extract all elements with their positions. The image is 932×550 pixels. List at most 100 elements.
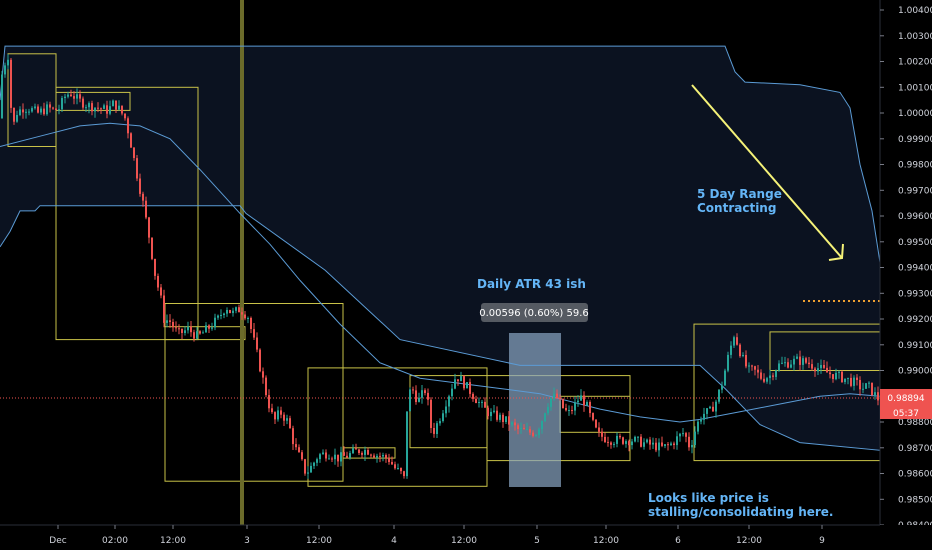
candle bbox=[496, 406, 498, 422]
candle bbox=[691, 440, 693, 454]
candle bbox=[478, 397, 480, 408]
candle bbox=[511, 421, 513, 427]
candle bbox=[676, 431, 678, 450]
candle bbox=[37, 104, 39, 114]
candle bbox=[214, 313, 216, 331]
candle bbox=[94, 107, 96, 118]
candle bbox=[169, 314, 171, 328]
candle bbox=[556, 389, 558, 399]
candle bbox=[610, 441, 612, 449]
candle bbox=[817, 362, 819, 375]
candle bbox=[823, 360, 825, 370]
candle bbox=[67, 91, 69, 99]
candle bbox=[571, 405, 573, 415]
candle bbox=[442, 410, 444, 423]
candle bbox=[262, 367, 264, 384]
candle bbox=[754, 365, 756, 376]
candle bbox=[391, 456, 393, 465]
candle bbox=[502, 412, 504, 428]
candle bbox=[301, 450, 303, 461]
candle bbox=[52, 106, 54, 110]
day-marker-line[interactable] bbox=[240, 0, 244, 525]
y-tick-label: 0.99200 bbox=[898, 315, 932, 325]
candle bbox=[337, 454, 339, 467]
candle bbox=[73, 91, 75, 105]
candle bbox=[862, 382, 864, 394]
candle bbox=[520, 422, 522, 434]
candle bbox=[247, 316, 249, 324]
trend-arrow[interactable] bbox=[691, 84, 844, 261]
candle bbox=[148, 216, 150, 244]
x-tick-label: 4 bbox=[391, 536, 397, 546]
candle bbox=[25, 108, 27, 119]
candle bbox=[685, 431, 687, 443]
candle bbox=[553, 387, 555, 401]
candle bbox=[565, 403, 567, 412]
last-price-tag: 0.98894 05:37 bbox=[880, 389, 932, 419]
candle bbox=[376, 453, 378, 463]
x-axis[interactable]: Dec 02:00 12:00 3 12:00 4 12:00 5 12:00 6 12:00 9 bbox=[0, 524, 932, 550]
candle bbox=[541, 420, 543, 434]
x-tick-label: 12:00 bbox=[451, 536, 477, 546]
candle bbox=[679, 432, 681, 442]
candle bbox=[589, 400, 591, 418]
candle bbox=[796, 353, 798, 360]
x-tick-label: Dec bbox=[49, 536, 66, 546]
candle bbox=[88, 101, 90, 114]
candle bbox=[367, 447, 369, 456]
price-note-line1: Looks like price is bbox=[648, 491, 769, 505]
candle bbox=[223, 312, 225, 319]
candle bbox=[475, 395, 477, 404]
candle bbox=[529, 426, 531, 436]
candle bbox=[874, 387, 876, 400]
candle bbox=[172, 318, 174, 332]
candle bbox=[97, 102, 99, 113]
candle bbox=[673, 441, 675, 450]
candle bbox=[577, 395, 579, 407]
candle bbox=[226, 307, 228, 317]
y-tick-label: 0.98800 bbox=[898, 418, 932, 428]
candle bbox=[460, 371, 462, 382]
candle bbox=[586, 400, 588, 406]
x-tick-label: 12:00 bbox=[306, 536, 332, 546]
candle bbox=[160, 284, 162, 299]
x-tick-label: 12:00 bbox=[736, 536, 762, 546]
candle bbox=[574, 396, 576, 416]
candle bbox=[535, 433, 537, 437]
candle bbox=[664, 444, 666, 449]
candle bbox=[232, 307, 234, 317]
y-tick-label: 0.99400 bbox=[898, 264, 932, 274]
candle bbox=[115, 100, 117, 113]
candle bbox=[487, 405, 489, 420]
band-fill bbox=[0, 46, 880, 482]
candle bbox=[637, 436, 639, 443]
measure-region[interactable] bbox=[509, 333, 561, 487]
y-tick-label: 1.00000 bbox=[898, 109, 932, 119]
candle bbox=[568, 405, 570, 416]
candle bbox=[469, 378, 471, 398]
candle bbox=[346, 451, 348, 459]
y-axis[interactable]: 1.00400 1.00300 1.00200 1.00100 1.00000 0.999… bbox=[879, 0, 932, 531]
moving-average-line bbox=[0, 122, 881, 423]
candle bbox=[490, 408, 492, 422]
measure-tooltip: 0.00596 (0.60%) 59.6 bbox=[479, 303, 589, 322]
candle bbox=[274, 411, 276, 424]
candle bbox=[70, 89, 72, 97]
daily-range-box bbox=[164, 303, 344, 482]
candle bbox=[655, 438, 657, 453]
y-tick-label: 0.99300 bbox=[898, 289, 932, 299]
candle bbox=[727, 351, 729, 373]
candle bbox=[703, 407, 705, 425]
candle bbox=[55, 107, 57, 111]
candle bbox=[613, 441, 615, 448]
candle bbox=[22, 103, 24, 119]
candle bbox=[7, 54, 9, 70]
candle bbox=[403, 470, 405, 479]
candle bbox=[544, 412, 546, 423]
candle bbox=[355, 443, 357, 450]
candle bbox=[343, 446, 345, 456]
candle bbox=[259, 348, 261, 373]
candle bbox=[742, 352, 744, 358]
y-tick-label: 0.99000 bbox=[898, 367, 932, 377]
